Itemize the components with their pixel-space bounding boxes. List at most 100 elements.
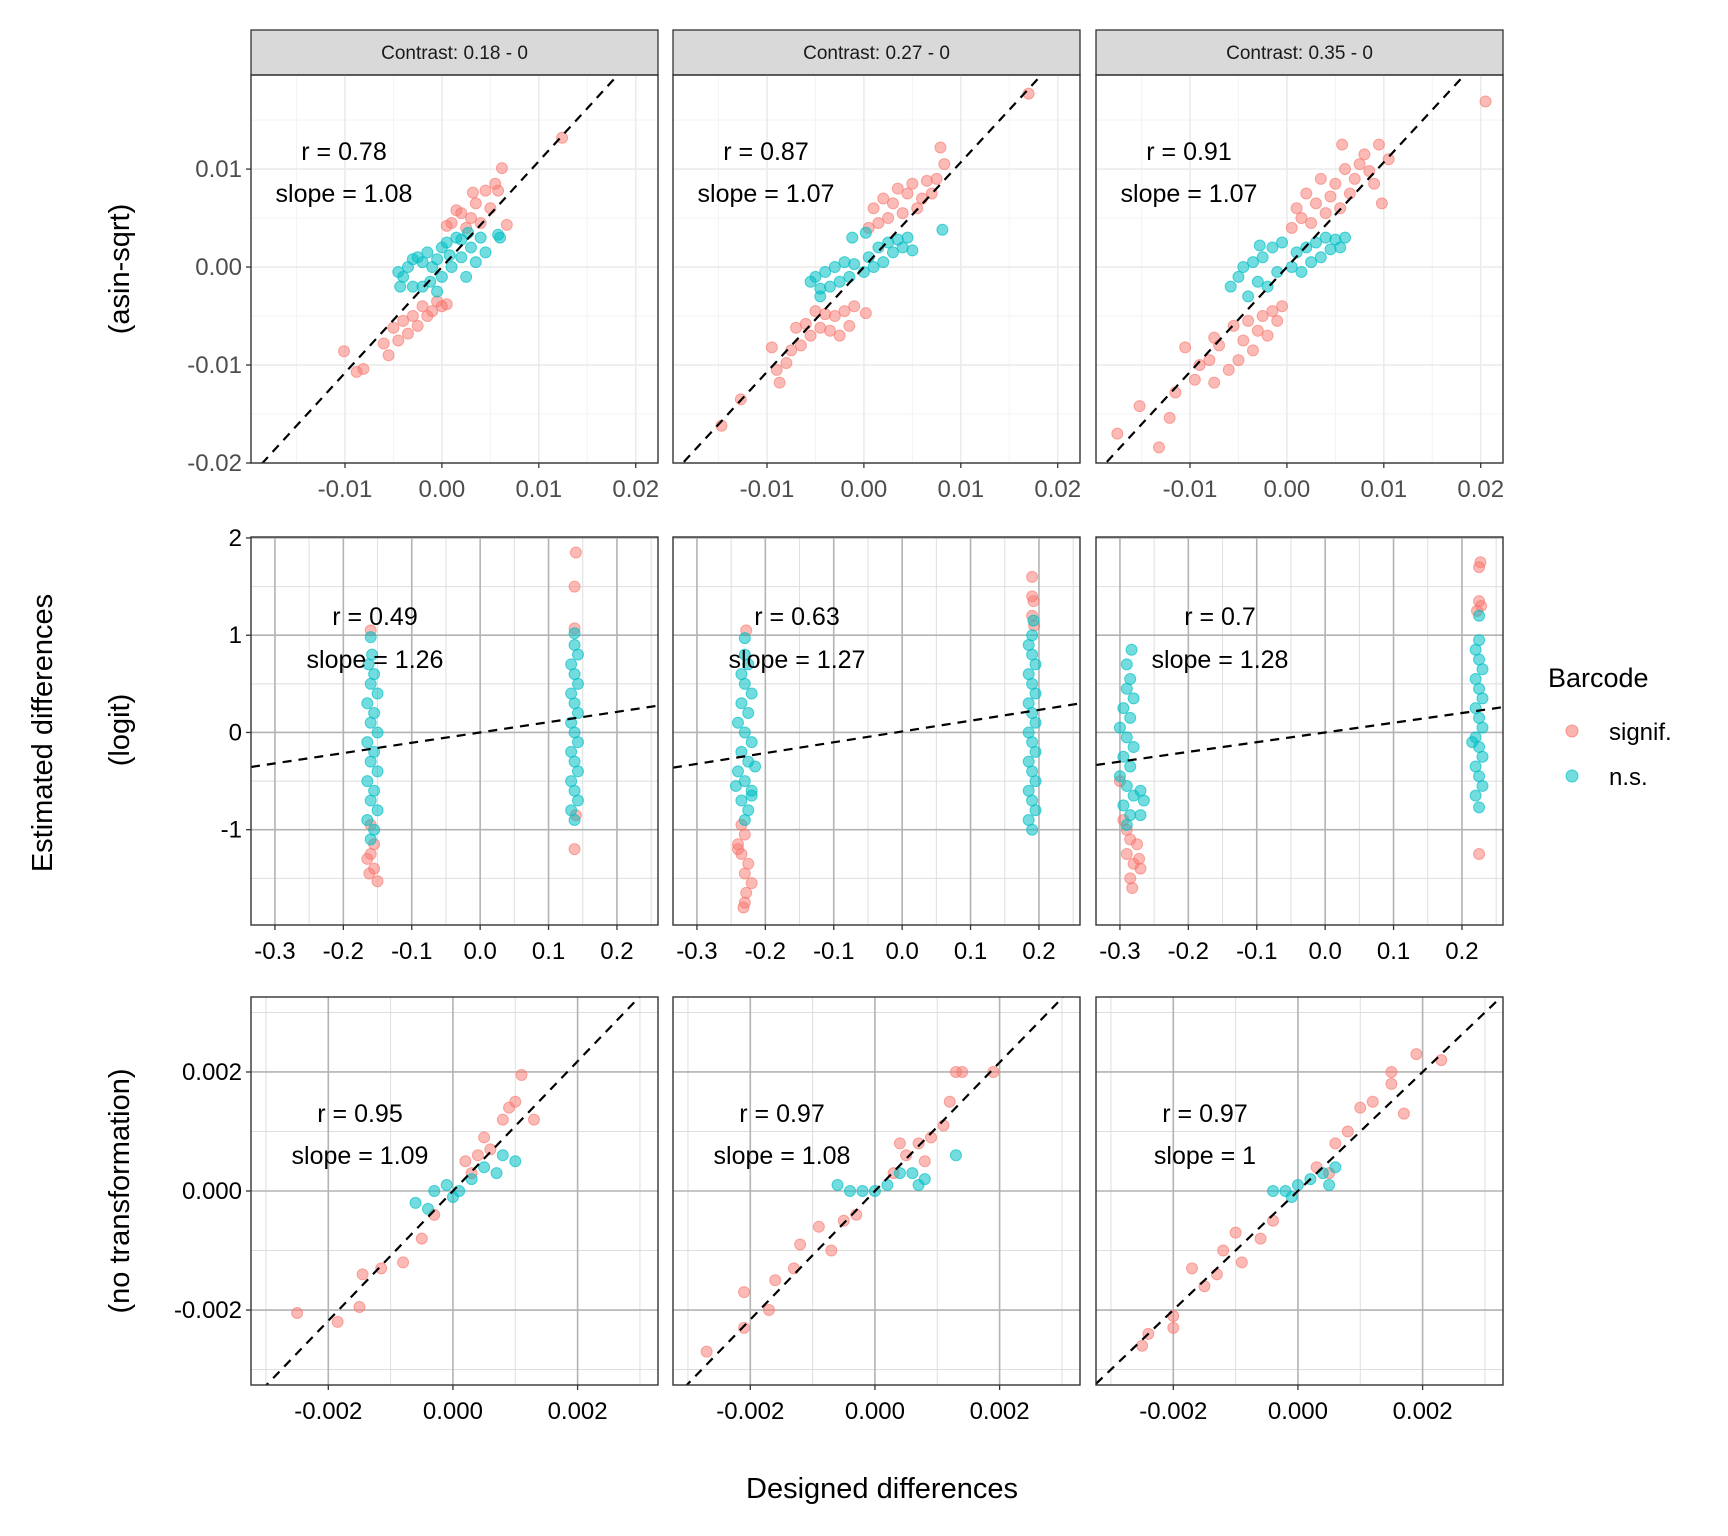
x-tick-label: -0.1 — [1236, 938, 1277, 965]
point-signif — [934, 141, 947, 154]
point-signif — [509, 1095, 522, 1108]
point-ns — [422, 1202, 435, 1215]
point-signif — [1385, 1065, 1398, 1078]
y-axis-title: Estimated differences — [27, 594, 59, 872]
point-ns — [872, 241, 885, 254]
x-tick-label: 0.01 — [515, 476, 562, 503]
point-signif — [987, 1065, 1000, 1078]
point-ns — [1134, 809, 1147, 822]
point-signif — [790, 321, 803, 334]
point-signif — [1295, 212, 1308, 225]
point-signif — [416, 300, 429, 313]
point-ns — [496, 1149, 509, 1162]
point-signif — [738, 867, 751, 880]
point-ns — [1027, 614, 1040, 627]
point-ns — [1324, 243, 1337, 256]
point-ns — [1305, 256, 1318, 269]
point-ns — [1022, 784, 1035, 797]
point-signif — [496, 1113, 509, 1126]
point-ns — [738, 632, 751, 645]
point-signif — [397, 1256, 410, 1269]
point-signif — [809, 305, 822, 318]
point-signif — [1152, 441, 1165, 454]
point-signif — [415, 1232, 428, 1245]
x-tick-label: 0.000 — [1268, 1398, 1328, 1425]
point-signif — [421, 310, 434, 323]
point-signif — [900, 1149, 913, 1162]
point-signif — [938, 158, 951, 171]
slope-label: slope = 1.08 — [714, 1142, 851, 1170]
point-signif — [1210, 1268, 1223, 1281]
point-signif — [740, 886, 753, 899]
point-ns — [368, 745, 381, 758]
slope-label: slope = 1.07 — [698, 180, 835, 208]
point-ns — [1266, 241, 1279, 254]
point-ns — [1469, 672, 1482, 685]
point-signif — [859, 307, 872, 320]
point-signif — [762, 1304, 775, 1317]
panel: r = 0.87 slope = 1.07 -0.01 0.00 0.01 0.02 — [672, 74, 1081, 503]
point-ns — [409, 1196, 422, 1209]
point-ns — [1319, 231, 1332, 244]
point-ns — [912, 1179, 925, 1192]
point-signif — [411, 319, 424, 332]
point-ns — [565, 804, 578, 817]
x-tick-label: -0.002 — [716, 1398, 784, 1425]
point-ns — [1329, 1161, 1342, 1174]
point-signif — [1285, 221, 1298, 234]
point-ns — [848, 258, 861, 271]
point-signif — [920, 174, 933, 187]
point-signif — [377, 337, 390, 350]
point-signif — [833, 329, 846, 342]
point-ns — [494, 231, 507, 244]
point-signif — [469, 197, 482, 210]
y-tick-label: 0.00 — [195, 254, 242, 281]
x-tick-label: -0.1 — [391, 938, 432, 965]
x-tick-label: 0.00 — [841, 476, 888, 503]
legend-title: Barcode — [1548, 663, 1649, 693]
point-signif — [484, 202, 497, 215]
facet-strip — [250, 29, 659, 76]
point-ns — [844, 1185, 857, 1197]
point-ns — [479, 246, 492, 259]
point-ns — [859, 226, 872, 239]
x-axis-title: Designed differences — [746, 1473, 1018, 1505]
fit-line — [673, 702, 1080, 769]
point-signif — [1235, 1256, 1248, 1269]
point-ns — [846, 231, 859, 244]
point-ns — [1113, 770, 1126, 783]
slope-label: slope = 1.08 — [276, 180, 413, 208]
point-signif — [440, 219, 453, 232]
point-ns — [446, 1190, 459, 1203]
y-tick-label: -0.01 — [187, 352, 242, 379]
point-signif — [568, 843, 581, 856]
point-ns — [361, 813, 374, 826]
point-signif — [1246, 344, 1259, 357]
panel: r = 0.97 slope = 1 -0.002 0.000 0.002 — [1095, 996, 1504, 1425]
point-signif — [1271, 314, 1284, 327]
point-ns — [1473, 609, 1486, 622]
point-ns — [1022, 726, 1035, 739]
point-ns — [831, 1179, 844, 1192]
point-signif — [828, 310, 841, 323]
point-signif — [1348, 172, 1361, 185]
point-ns — [738, 726, 751, 739]
point-signif — [1341, 1125, 1354, 1138]
point-ns — [833, 275, 846, 288]
x-tick-label: 0.0 — [885, 938, 918, 965]
point-ns — [366, 648, 379, 661]
point-signif — [731, 843, 744, 856]
panel-border — [1095, 74, 1504, 464]
point-signif — [392, 334, 405, 347]
point-signif — [930, 172, 943, 185]
panel-border — [672, 74, 1081, 464]
point-signif — [867, 202, 880, 215]
point-ns — [478, 1161, 491, 1174]
point-signif — [1179, 341, 1192, 354]
point-ns — [455, 251, 468, 264]
r-label: r = 0.78 — [301, 138, 386, 166]
panel: r = 0.49 slope = 1.26 -0.3 -0.2 -0.1 0.0 0.1 0.… — [221, 525, 659, 965]
point-signif — [397, 314, 410, 327]
point-ns — [1125, 643, 1138, 656]
